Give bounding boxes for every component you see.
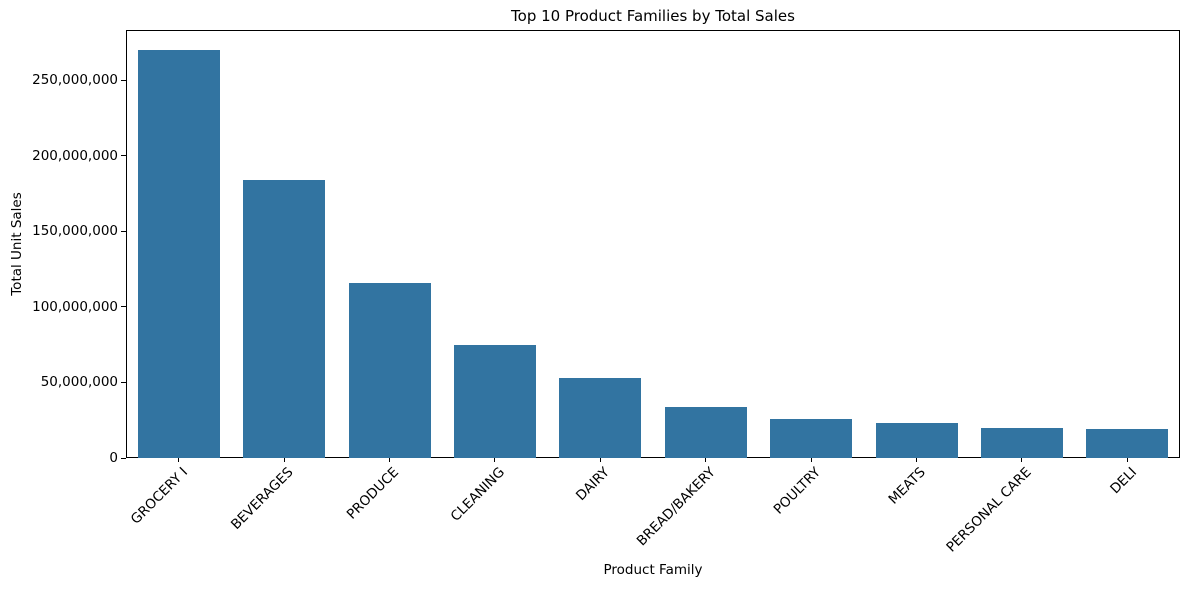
y-tick-label: 0 [109,450,118,466]
x-tick-label: PRODUCE [343,464,403,523]
x-tick-label: GROCERY I [128,464,192,528]
x-tick [389,458,390,462]
x-tick [810,458,812,462]
bar [875,422,958,458]
x-tick [178,458,180,462]
bar [980,427,1063,458]
bar [348,283,431,458]
x-tick-label: BREAD/BAKERY [633,464,719,550]
y-tick [121,306,126,308]
y-tick [121,381,126,383]
y-tick [121,79,126,81]
y-tick [121,230,126,232]
chart-title: Top 10 Product Families by Total Sales [511,7,795,25]
bar [559,377,642,458]
y-tick [121,155,126,157]
y-tick-label: 100,000,000 [32,298,118,315]
x-tick-label: PERSONAL CARE [943,464,1035,556]
x-axis-label: Product Family [603,562,703,578]
y-tick [121,457,126,459]
bar [770,419,853,458]
x-tick-label: MEATS [885,464,930,508]
x-tick-label: DAIRY [573,464,613,504]
bar [137,50,220,458]
bar [453,344,536,458]
bar [664,407,747,458]
x-tick [494,458,496,462]
x-tick [599,458,601,462]
x-tick-label: DELI [1107,464,1140,498]
x-tick [705,458,707,462]
y-tick-label: 50,000,000 [40,374,118,391]
y-tick-label: 250,000,000 [32,72,118,89]
x-tick-label: BEVERAGES [228,464,297,533]
x-tick [283,458,285,462]
x-tick [1021,458,1023,462]
x-tick [916,458,917,462]
y-tick-label: 200,000,000 [32,147,118,164]
y-tick-label: 150,000,000 [32,223,118,240]
y-axis-label: Total Unit Sales [9,192,25,296]
x-tick-label: POULTRY [770,464,824,518]
x-tick-label: CLEANING [447,464,508,525]
bar [1086,429,1169,458]
x-tick [1126,458,1128,462]
bar [243,179,326,458]
